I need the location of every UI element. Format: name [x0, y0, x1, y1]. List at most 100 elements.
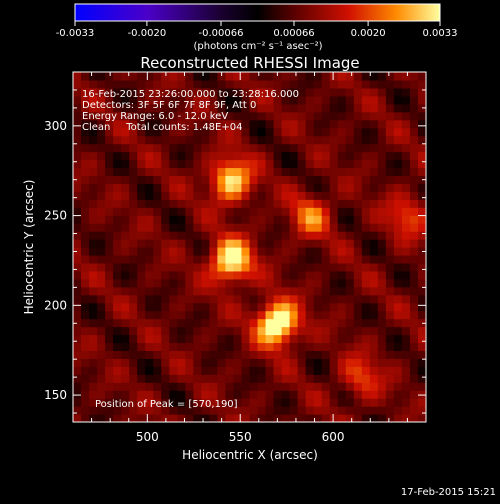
heatmap-cell — [321, 390, 331, 399]
heatmap-cell — [265, 358, 275, 367]
heatmap-cell — [153, 159, 162, 169]
heatmap-cell — [337, 111, 347, 121]
heatmap-cell — [225, 215, 235, 224]
heatmap-cell — [113, 294, 122, 304]
heatmap-cell — [249, 239, 259, 248]
heatmap-cell — [73, 262, 82, 272]
heatmap-cell — [393, 406, 403, 415]
heatmap-cell — [97, 358, 106, 367]
heatmap-cell — [377, 175, 387, 184]
heatmap-cell — [305, 254, 315, 264]
heatmap-cell — [153, 350, 162, 359]
heatmap-cell — [297, 215, 307, 224]
heatmap-cell — [417, 231, 426, 240]
heatmap-cell — [145, 398, 154, 407]
heatmap-cell — [193, 191, 202, 200]
heatmap-cell — [273, 111, 283, 121]
heatmap-cell — [161, 159, 170, 169]
heatmap-cell — [369, 278, 379, 288]
heatmap-cell — [385, 342, 395, 352]
heatmap-cell — [281, 247, 291, 256]
heatmap-cell — [129, 215, 138, 224]
heatmap-cell — [225, 350, 235, 359]
heatmap-cell — [241, 127, 251, 137]
heatmap-cell — [337, 390, 347, 399]
heatmap-cell — [297, 151, 307, 161]
colorbar-ticks: -0.0033 -0.0020 -0.00066 0.00066 0.0020 0.003… — [56, 21, 458, 39]
heatmap-cell — [113, 318, 122, 328]
heatmap-cell — [81, 239, 90, 248]
heatmap-cell — [305, 366, 315, 375]
heatmap-cell — [265, 414, 275, 422]
heatmap-cell — [97, 119, 106, 129]
heatmap-cell — [393, 191, 403, 200]
heatmap-cell — [289, 278, 299, 288]
heatmap-cell — [249, 72, 259, 81]
heatmap-cell — [169, 382, 178, 391]
heatmap-cell — [217, 143, 227, 153]
heatmap-cell — [369, 350, 379, 359]
heatmap-cell — [305, 95, 315, 105]
heatmap-cell — [313, 247, 323, 256]
heatmap-cell — [257, 358, 267, 367]
heatmap-cell — [321, 175, 331, 184]
heatmap-cell — [305, 406, 315, 415]
heatmap-cell — [201, 382, 210, 391]
heatmap-cell — [281, 239, 291, 248]
heatmap-cell — [193, 127, 202, 137]
heatmap-cell — [169, 262, 178, 272]
heatmap-cell — [209, 207, 219, 216]
heatmap-cell — [289, 398, 299, 407]
heatmap-cell — [329, 191, 339, 200]
heatmap-cell — [265, 318, 275, 328]
heatmap-cell — [417, 398, 426, 407]
heatmap-cell — [409, 215, 419, 224]
heatmap-cell — [113, 183, 122, 192]
heatmap-cell — [225, 87, 235, 97]
heatmap-cell — [377, 135, 387, 145]
heatmap-cell — [393, 342, 403, 352]
heatmap-cell — [201, 247, 210, 256]
heatmap-cell — [81, 191, 90, 200]
heatmap-cell — [169, 167, 178, 177]
heatmap-cell — [273, 318, 283, 328]
heatmap-cell — [201, 231, 210, 240]
heatmap-cell — [257, 382, 267, 391]
heatmap-cell — [225, 358, 235, 367]
heatmap-cell — [161, 119, 170, 129]
heatmap-cell — [113, 159, 122, 169]
heatmap-cell — [193, 350, 202, 359]
heatmap-cell — [265, 247, 275, 256]
heatmap-cell — [201, 87, 210, 97]
heatmap-cell — [169, 223, 178, 232]
heatmap-cell — [329, 111, 339, 121]
heatmap-cell — [81, 318, 90, 328]
heatmap-cell — [129, 366, 138, 375]
heatmap-cell — [233, 302, 243, 312]
heatmap-cell — [329, 406, 339, 415]
heatmap-cell — [233, 143, 243, 153]
heatmap-cell — [281, 103, 291, 113]
heatmap-cell — [121, 207, 130, 216]
heatmap-cell — [185, 254, 194, 264]
heatmap-cell — [233, 350, 243, 359]
heatmap-cell — [233, 366, 243, 375]
heatmap-cell — [209, 215, 219, 224]
heatmap-cell — [73, 270, 82, 280]
heatmap-cell — [249, 262, 259, 272]
heatmap-cell — [201, 167, 210, 177]
heatmap-cell — [201, 390, 210, 399]
x-tick-label: 550 — [229, 430, 252, 444]
heatmap-cell — [353, 207, 363, 216]
annotation-counts: Clean Total counts: 1.48E+04 — [82, 122, 242, 133]
heatmap-cell — [233, 278, 243, 288]
heatmap-cell — [89, 191, 98, 200]
heatmap-cell — [161, 215, 170, 224]
heatmap-cell — [177, 87, 186, 97]
heatmap-cell — [337, 103, 347, 113]
heatmap-cell — [321, 151, 331, 161]
heatmap-cell — [177, 358, 186, 367]
heatmap-cell — [329, 390, 339, 399]
heatmap-cell — [353, 72, 363, 81]
